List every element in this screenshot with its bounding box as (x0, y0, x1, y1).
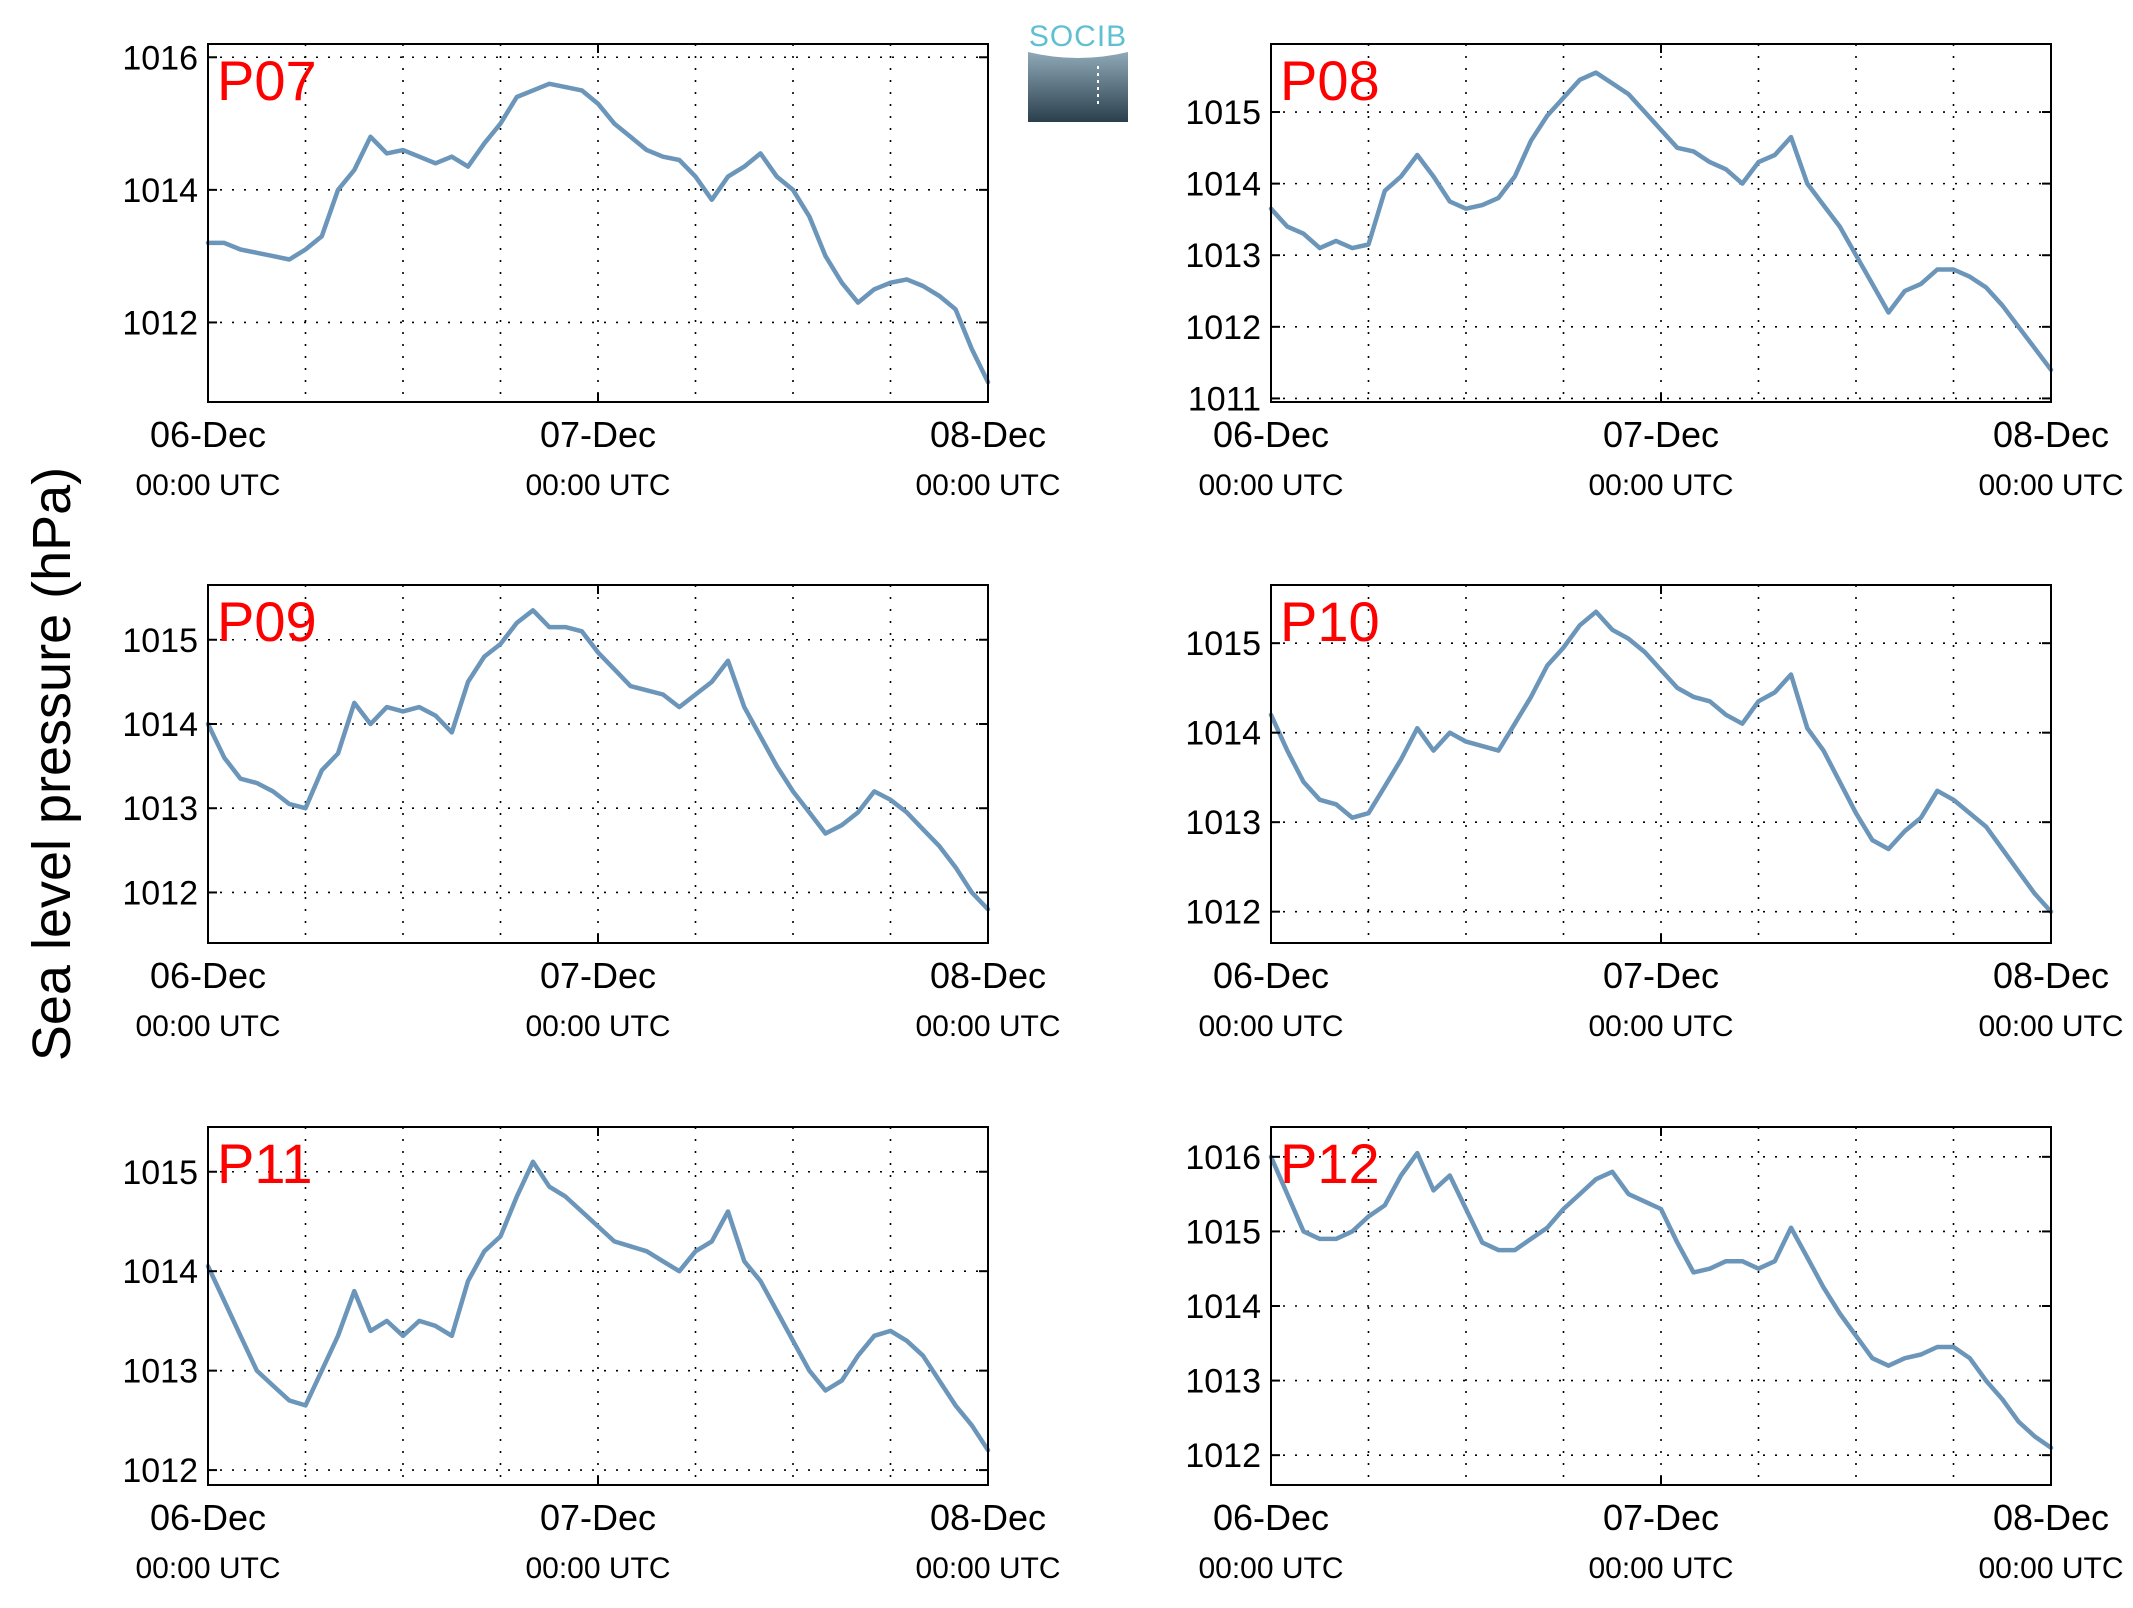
x-tick-label-time: 00:00 UTC (915, 469, 1060, 502)
chart-panel-p09: 1012 1013 1014 1015 06-Dec 00:00 UTC 07-Dec 00:… (122, 584, 1061, 1043)
axes-frame (1270, 1126, 2052, 1486)
x-tick-label-time: 00:00 UTC (1198, 1010, 1343, 1043)
x-tick-label-date: 08-Dec (1993, 1497, 2109, 1538)
y-tick-label: 1013 (122, 1353, 198, 1391)
y-tick-label: 1016 (122, 39, 198, 77)
x-tick-label-time: 00:00 UTC (135, 1552, 280, 1585)
y-tick-label: 1015 (122, 1154, 198, 1192)
series-line-p10 (1268, 609, 2054, 914)
station-label: P07 (217, 49, 317, 112)
y-tick-label: 1014 (122, 1253, 198, 1291)
station-label: P11 (217, 1132, 312, 1195)
chart-panel-p11: 1012 1013 1014 1015 06-Dec 00:00 UTC 07-Dec 00:… (122, 1126, 1061, 1585)
x-tick-label-time: 00:00 UTC (1588, 469, 1733, 502)
panels-container: 1012 1014 1016 06-Dec 00:00 UTC 07-Dec 00:00 U… (122, 39, 2123, 1585)
chart-panel-p08: 1011 1012 1013 1014 1015 06-Dec 00:00 UTC 07-De… (1185, 43, 2124, 502)
chart-panel-p10: 1012 1013 1014 1015 06-Dec 00:00 UTC 07-Dec 00:… (1185, 584, 2124, 1043)
y-tick-label: 1015 (1185, 1213, 1261, 1251)
series-line-p12 (1268, 1150, 2054, 1450)
x-tick-label-date: 08-Dec (930, 1497, 1046, 1538)
y-tick-label: 1014 (122, 706, 198, 744)
x-tick-label-time: 00:00 UTC (1588, 1552, 1733, 1585)
x-tick-label-time: 00:00 UTC (525, 469, 670, 502)
x-tick-label-date: 06-Dec (150, 1497, 266, 1538)
x-tick-label-time: 00:00 UTC (135, 469, 280, 502)
y-tick-label: 1012 (122, 1452, 198, 1490)
y-tick-label: 1016 (1185, 1139, 1261, 1177)
x-tick-label-time: 00:00 UTC (915, 1010, 1060, 1043)
y-tick-label: 1013 (1185, 1363, 1261, 1401)
station-label: P09 (217, 590, 317, 653)
y-tick-label: 1013 (122, 790, 198, 828)
y-tick-label: 1012 (1185, 309, 1261, 347)
x-tick-label-time: 00:00 UTC (525, 1010, 670, 1043)
y-axis-label: Sea level pressure (hPa) (22, 467, 82, 1061)
y-tick-label: 1015 (1185, 94, 1261, 132)
x-tick-label-time: 00:00 UTC (915, 1552, 1060, 1585)
x-tick-label-date: 06-Dec (150, 414, 266, 455)
y-tick-label: 1013 (1185, 237, 1261, 275)
x-tick-label-date: 07-Dec (1603, 1497, 1719, 1538)
x-tick-label-date: 07-Dec (540, 1497, 656, 1538)
y-tick-label: 1014 (122, 172, 198, 210)
x-tick-label-date: 08-Dec (930, 955, 1046, 996)
y-tick-label: 1012 (122, 874, 198, 912)
x-tick-label-time: 00:00 UTC (525, 1552, 670, 1585)
x-tick-label-date: 08-Dec (1993, 414, 2109, 455)
x-tick-label-time: 00:00 UTC (1198, 469, 1343, 502)
y-tick-label: 1014 (1185, 166, 1261, 204)
chart-panel-p12: 1012 1013 1014 1015 1016 06-Dec 00:00 UTC 07-De… (1185, 1126, 2124, 1585)
y-tick-label: 1014 (1185, 715, 1261, 753)
x-tick-label-date: 08-Dec (930, 414, 1046, 455)
y-tick-label: 1011 (1188, 380, 1261, 418)
logo-text: SOCIB (1029, 20, 1127, 53)
logo-wave-shape (1028, 52, 1128, 122)
x-tick-label-time: 00:00 UTC (135, 1010, 280, 1043)
socib-logo: SOCIB (1028, 20, 1128, 122)
y-tick-label: 1015 (1185, 625, 1261, 663)
x-tick-label-date: 06-Dec (1213, 1497, 1329, 1538)
x-tick-label-time: 00:00 UTC (1978, 469, 2123, 502)
x-tick-label-date: 06-Dec (150, 955, 266, 996)
x-tick-label-date: 07-Dec (540, 955, 656, 996)
y-tick-label: 1012 (122, 304, 198, 342)
y-tick-label: 1014 (1185, 1288, 1261, 1326)
x-tick-label-date: 07-Dec (1603, 414, 1719, 455)
x-tick-label-date: 08-Dec (1993, 955, 2109, 996)
x-tick-label-time: 00:00 UTC (1978, 1010, 2123, 1043)
x-tick-label-time: 00:00 UTC (1588, 1010, 1733, 1043)
x-tick-label-time: 00:00 UTC (1978, 1552, 2123, 1585)
chart-panel-p07: 1012 1014 1016 06-Dec 00:00 UTC 07-Dec 00:00 U… (122, 39, 1060, 502)
station-label: P10 (1280, 590, 1380, 653)
x-tick-label-time: 00:00 UTC (1198, 1552, 1343, 1585)
station-label: P12 (1280, 1132, 1380, 1195)
x-tick-label-date: 06-Dec (1213, 414, 1329, 455)
series-line-p08 (1268, 70, 2054, 373)
series-line-p11 (205, 1159, 991, 1453)
axes-frame (1270, 584, 2052, 944)
y-tick-label: 1012 (1185, 1437, 1261, 1475)
axes-frame (207, 1126, 989, 1486)
y-tick-label: 1015 (122, 622, 198, 660)
series-line-p09 (205, 608, 991, 912)
x-tick-label-date: 06-Dec (1213, 955, 1329, 996)
y-tick-label: 1012 (1185, 894, 1261, 932)
x-tick-label-date: 07-Dec (1603, 955, 1719, 996)
series-line-p07 (205, 81, 991, 385)
y-tick-label: 1013 (1185, 804, 1261, 842)
x-tick-label-date: 07-Dec (540, 414, 656, 455)
station-label: P08 (1280, 49, 1380, 112)
axes-frame (1270, 43, 2052, 403)
